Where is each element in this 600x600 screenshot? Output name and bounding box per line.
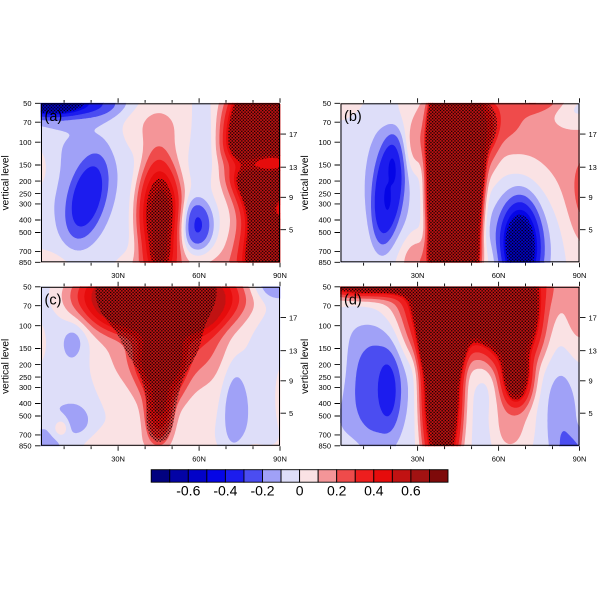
svg-text:70: 70 bbox=[323, 301, 331, 310]
svg-text:90N: 90N bbox=[273, 454, 287, 463]
svg-text:50: 50 bbox=[323, 283, 331, 292]
svg-text:400: 400 bbox=[19, 399, 32, 408]
svg-text:(d): (d) bbox=[344, 292, 362, 308]
svg-text:300: 300 bbox=[318, 383, 331, 392]
svg-text:300: 300 bbox=[19, 200, 32, 209]
svg-text:100: 100 bbox=[318, 321, 331, 330]
svg-text:500: 500 bbox=[19, 228, 32, 237]
svg-text:60N: 60N bbox=[192, 271, 206, 280]
svg-text:500: 500 bbox=[19, 412, 32, 421]
svg-text:vertical level: vertical level bbox=[1, 155, 12, 210]
svg-text:200: 200 bbox=[19, 177, 32, 186]
svg-text:300: 300 bbox=[318, 200, 331, 209]
svg-text:17: 17 bbox=[289, 313, 297, 322]
svg-text:vertical level: vertical level bbox=[1, 339, 12, 394]
svg-text:17: 17 bbox=[589, 130, 597, 139]
svg-text:50: 50 bbox=[23, 283, 31, 292]
svg-text:30N: 30N bbox=[111, 454, 125, 463]
svg-text:500: 500 bbox=[318, 412, 331, 421]
svg-text:9: 9 bbox=[589, 377, 593, 386]
svg-text:(c): (c) bbox=[45, 292, 62, 308]
svg-text:200: 200 bbox=[318, 177, 331, 186]
svg-text:13: 13 bbox=[589, 346, 597, 355]
svg-text:-0.2: -0.2 bbox=[250, 483, 274, 499]
svg-text:850: 850 bbox=[19, 442, 32, 451]
svg-text:100: 100 bbox=[19, 321, 32, 330]
svg-text:-0.4: -0.4 bbox=[213, 483, 237, 499]
svg-text:9: 9 bbox=[289, 193, 293, 202]
svg-text:200: 200 bbox=[19, 360, 32, 369]
svg-text:150: 150 bbox=[19, 344, 32, 353]
svg-text:250: 250 bbox=[19, 373, 32, 382]
svg-text:5: 5 bbox=[289, 225, 293, 234]
svg-text:60N: 60N bbox=[192, 454, 206, 463]
svg-text:700: 700 bbox=[318, 431, 331, 440]
svg-text:0.2: 0.2 bbox=[327, 483, 347, 499]
svg-text:90N: 90N bbox=[573, 454, 587, 463]
svg-text:50: 50 bbox=[323, 99, 331, 108]
svg-text:17: 17 bbox=[289, 130, 297, 139]
svg-text:0.6: 0.6 bbox=[401, 483, 421, 499]
svg-text:400: 400 bbox=[318, 216, 331, 225]
svg-text:(a): (a) bbox=[45, 109, 63, 125]
svg-text:200: 200 bbox=[318, 360, 331, 369]
svg-text:850: 850 bbox=[19, 258, 32, 267]
svg-text:90N: 90N bbox=[573, 271, 587, 280]
svg-text:300: 300 bbox=[19, 383, 32, 392]
svg-text:vertical level: vertical level bbox=[300, 155, 311, 210]
svg-text:13: 13 bbox=[289, 346, 297, 355]
svg-text:60N: 60N bbox=[492, 271, 506, 280]
svg-text:400: 400 bbox=[19, 216, 32, 225]
svg-text:5: 5 bbox=[589, 225, 593, 234]
svg-text:0.4: 0.4 bbox=[364, 483, 384, 499]
svg-text:17: 17 bbox=[589, 313, 597, 322]
svg-text:700: 700 bbox=[318, 247, 331, 256]
svg-text:100: 100 bbox=[19, 138, 32, 147]
svg-text:850: 850 bbox=[318, 442, 331, 451]
svg-text:5: 5 bbox=[289, 409, 293, 418]
svg-text:250: 250 bbox=[318, 189, 331, 198]
svg-text:60N: 60N bbox=[492, 454, 506, 463]
svg-text:13: 13 bbox=[589, 163, 597, 172]
svg-text:250: 250 bbox=[19, 189, 32, 198]
svg-text:500: 500 bbox=[318, 228, 331, 237]
svg-text:100: 100 bbox=[318, 138, 331, 147]
svg-text:70: 70 bbox=[323, 118, 331, 127]
svg-text:700: 700 bbox=[19, 247, 32, 256]
svg-text:150: 150 bbox=[318, 344, 331, 353]
svg-text:30N: 30N bbox=[411, 271, 425, 280]
svg-text:90N: 90N bbox=[273, 271, 287, 280]
svg-text:vertical level: vertical level bbox=[300, 339, 311, 394]
svg-text:30N: 30N bbox=[111, 271, 125, 280]
svg-text:(b): (b) bbox=[344, 109, 362, 125]
svg-text:400: 400 bbox=[318, 399, 331, 408]
svg-text:700: 700 bbox=[19, 431, 32, 440]
svg-text:9: 9 bbox=[589, 193, 593, 202]
svg-text:13: 13 bbox=[289, 163, 297, 172]
svg-text:30N: 30N bbox=[411, 454, 425, 463]
svg-text:150: 150 bbox=[19, 161, 32, 170]
svg-text:9: 9 bbox=[289, 377, 293, 386]
svg-text:150: 150 bbox=[318, 161, 331, 170]
svg-text:5: 5 bbox=[589, 409, 593, 418]
svg-text:250: 250 bbox=[318, 373, 331, 382]
svg-text:50: 50 bbox=[23, 99, 31, 108]
svg-text:0: 0 bbox=[296, 483, 304, 499]
svg-text:-0.6: -0.6 bbox=[176, 483, 200, 499]
svg-text:850: 850 bbox=[318, 258, 331, 267]
svg-text:70: 70 bbox=[23, 118, 31, 127]
svg-text:70: 70 bbox=[23, 301, 31, 310]
